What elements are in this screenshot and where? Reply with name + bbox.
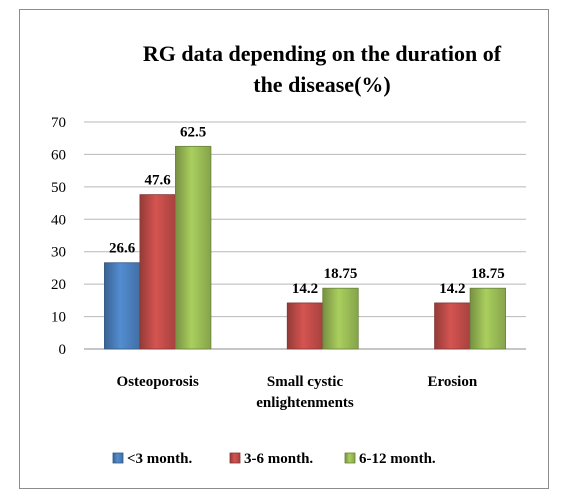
y-tick-label: 0	[59, 342, 67, 358]
chart-title-line: the disease(%)	[253, 72, 390, 97]
category-label: enlightenments	[256, 395, 354, 411]
bars	[104, 145, 506, 350]
y-tick-label: 40	[51, 212, 66, 228]
legend-label: 6-12 month.	[359, 451, 436, 467]
bar	[469, 287, 506, 350]
bar	[322, 287, 359, 350]
legend-label: <3 month.	[127, 451, 192, 467]
data-label: 18.75	[471, 266, 505, 282]
y-tick-label: 60	[51, 147, 66, 163]
category-label: Erosion	[427, 374, 477, 390]
legend-label: 3-6 month.	[244, 451, 313, 467]
data-label: 47.6	[145, 173, 172, 189]
chart-frame	[19, 9, 549, 489]
data-label: 62.5	[180, 124, 206, 140]
data-label: 26.6	[109, 241, 136, 257]
category-label: Small cystic	[267, 374, 344, 390]
data-labels: 26.6 47.6 62.5 14.2 18.75 14.2 18.75	[109, 124, 505, 297]
y-tick-label: 30	[51, 245, 66, 261]
bar	[175, 145, 212, 350]
y-tick-label: 20	[51, 277, 66, 293]
bar	[286, 302, 324, 350]
bar	[104, 262, 141, 350]
y-tick-label: 70	[51, 115, 66, 131]
y-tick-label: 50	[51, 180, 66, 196]
legend: <3 month. 3-6 month. 6-12 month.	[112, 451, 436, 467]
y-tick-label: 10	[51, 310, 66, 326]
chart-title: RG data depending on the duration of the …	[143, 41, 502, 97]
legend-swatch	[344, 452, 356, 464]
bar	[434, 302, 471, 350]
chart-title-line: RG data depending on the duration of	[143, 41, 502, 66]
data-label: 14.2	[439, 281, 465, 297]
legend-swatch	[112, 452, 124, 464]
bar	[139, 194, 176, 350]
data-label: 18.75	[324, 266, 358, 282]
data-label: 14.2	[292, 281, 318, 297]
y-axis-ticks: 0 10 20 30 40 50 60 70	[51, 115, 66, 358]
x-axis-categories: Osteoporosis Small cystic enlightenments Er…	[117, 374, 478, 411]
category-label: Osteoporosis	[117, 374, 199, 390]
legend-swatch	[229, 452, 241, 464]
